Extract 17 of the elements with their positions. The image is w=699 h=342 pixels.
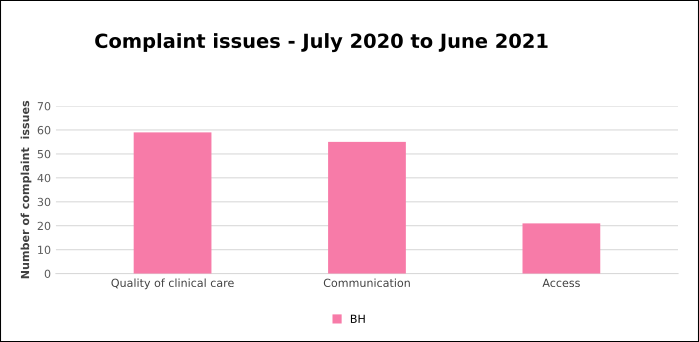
y-axis-title: Number of complaint issues: [20, 100, 32, 278]
y-tick-label: 20: [38, 222, 50, 230]
y-tick-label: 40: [37, 174, 50, 182]
y-tick-label: 10: [38, 246, 50, 254]
x-tick-label: Communication: [324, 278, 410, 288]
y-tick-label: 50: [38, 150, 50, 158]
y-tick-label: 70: [38, 102, 50, 110]
bar: [134, 132, 212, 274]
y-tick-label: 30: [38, 198, 50, 206]
x-tick-label: Quality of clinical care: [111, 278, 234, 290]
bar: [522, 223, 600, 274]
legend-label: BH: [350, 314, 365, 323]
y-tick-label: 0: [44, 270, 50, 278]
bar: [328, 142, 406, 274]
x-tick-label: Access: [542, 278, 580, 288]
y-tick-label: 60: [38, 126, 50, 134]
chart-title: Complaint issues - July 2020 to June 2021: [95, 33, 548, 52]
